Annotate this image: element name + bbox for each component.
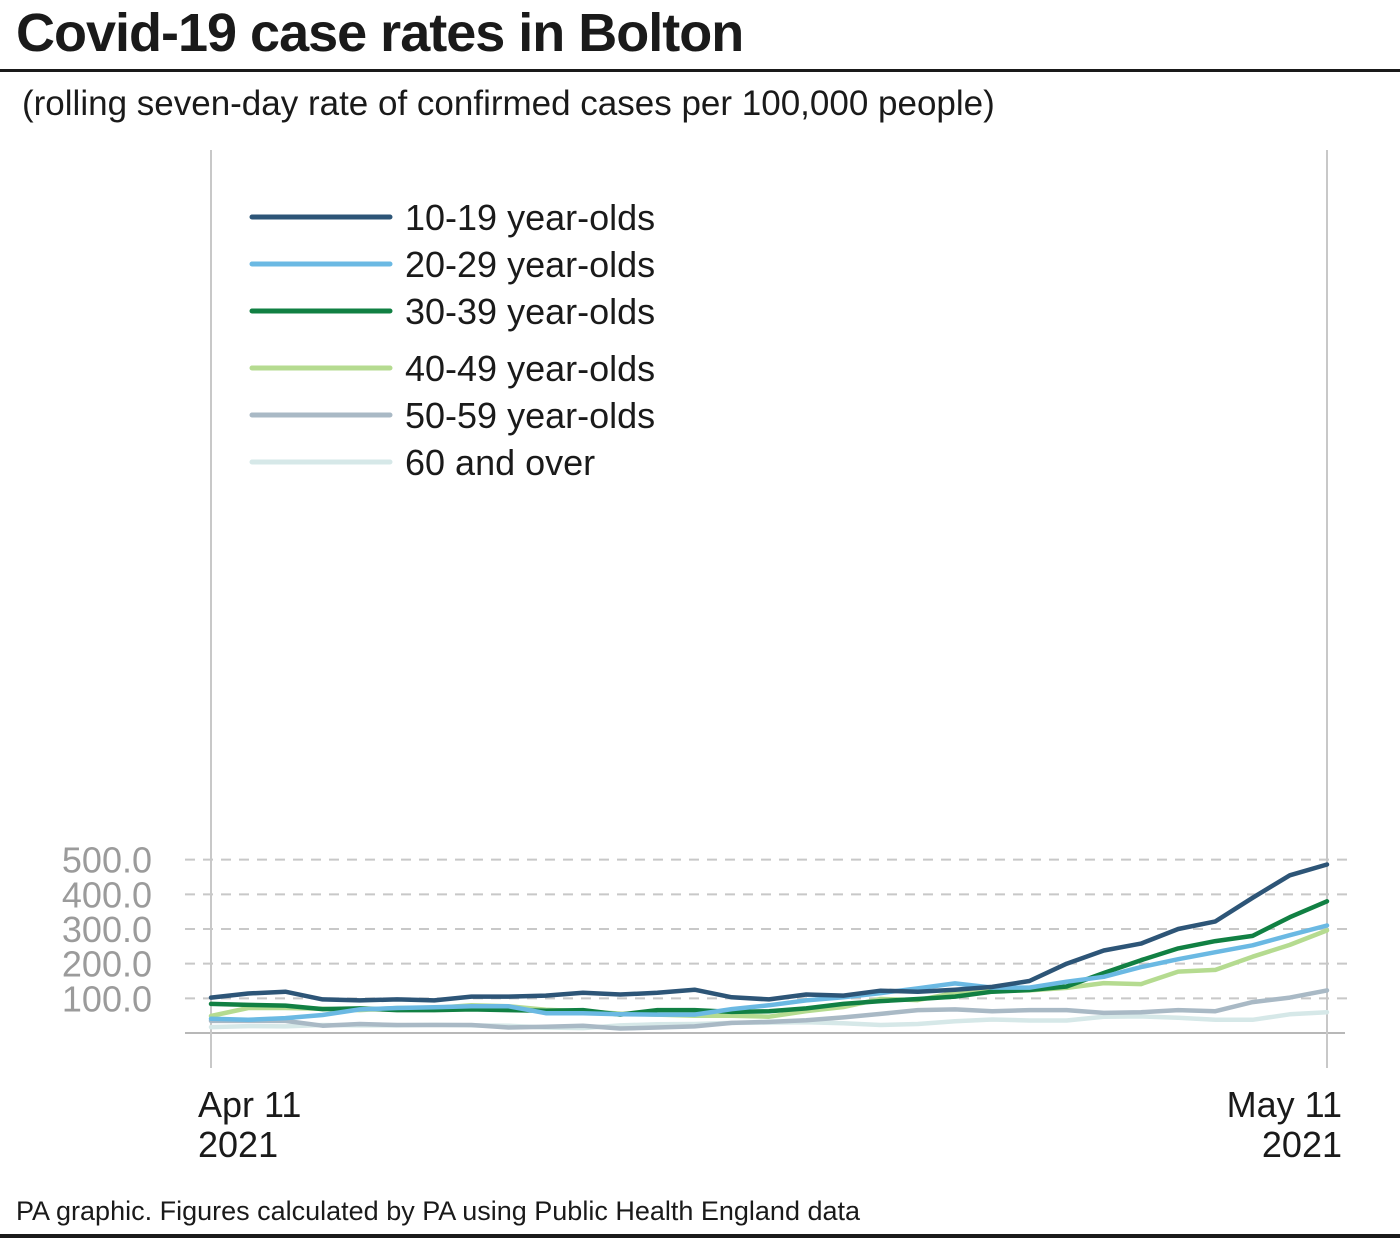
series-line-20-29-year-olds	[208, 923, 1330, 1023]
legend-label: 10-19 year-olds	[405, 197, 655, 238]
y-tick-label: 200.0	[62, 944, 152, 985]
source-note: PA graphic. Figures calculated by PA usi…	[16, 1196, 861, 1226]
y-tick-label: 100.0	[62, 978, 152, 1019]
legend: 10-19 year-olds 20-29 year-olds 30-39 year…	[249, 197, 655, 483]
chart-title: Covid-19 case rates in Bolton	[16, 3, 744, 63]
legend-label: 30-39 year-olds	[405, 291, 655, 332]
y-tick-label: 500.0	[62, 840, 152, 881]
series-lines	[208, 862, 1330, 1031]
legend-label: 50-59 year-olds	[405, 395, 655, 436]
x-tick-year: 2021	[198, 1124, 278, 1165]
legend-label: 40-49 year-olds	[405, 348, 655, 389]
legend-label: 20-29 year-olds	[405, 244, 655, 285]
series-line-10-19-year-olds	[208, 862, 1330, 1003]
x-tick-year: 2021	[1262, 1124, 1342, 1165]
y-tick-label: 300.0	[62, 909, 152, 950]
legend-label: 60 and over	[405, 442, 595, 483]
x-tick-label: Apr 11	[198, 1084, 301, 1125]
title-divider	[0, 69, 1400, 72]
chart-subtitle: (rolling seven-day rate of confirmed cas…	[22, 84, 995, 123]
series-line-50-59-year-olds	[208, 988, 1330, 1031]
bottom-divider	[0, 1234, 1400, 1238]
y-tick-label: 400.0	[62, 874, 152, 915]
x-tick-label: May 11	[1227, 1084, 1342, 1125]
